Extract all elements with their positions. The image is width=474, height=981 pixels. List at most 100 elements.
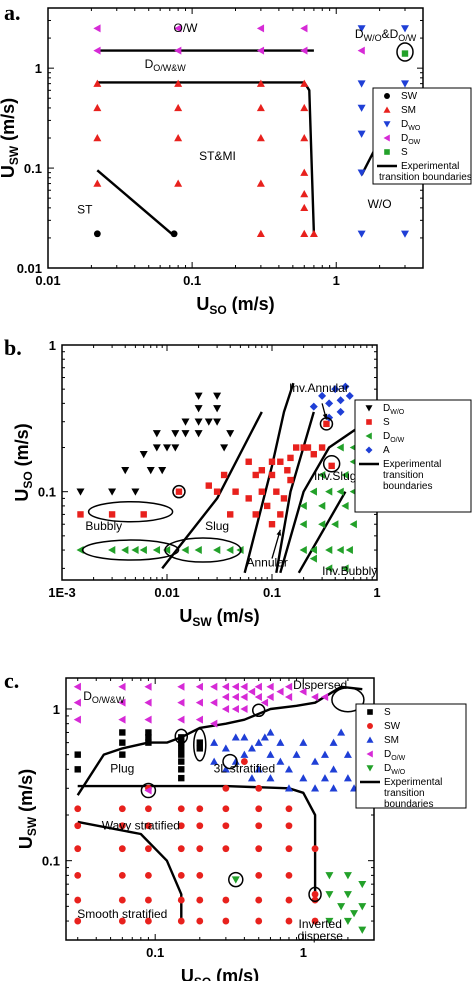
- data-point: [93, 134, 102, 142]
- data-point: [268, 471, 276, 479]
- legend-marker: [366, 750, 373, 758]
- data-point: [255, 896, 263, 904]
- data-point: [221, 704, 230, 713]
- data-point: [145, 917, 152, 925]
- data-point: [118, 917, 126, 925]
- data-point: [210, 698, 218, 707]
- region-label: 3L stratified: [214, 762, 276, 776]
- data-point: [108, 488, 117, 496]
- legend-marker: [384, 149, 390, 155]
- data-point: [73, 682, 81, 691]
- data-point: [74, 766, 81, 773]
- data-point: [284, 765, 293, 773]
- boundary-line: [76, 685, 363, 796]
- data-point: [341, 564, 349, 573]
- data-point: [256, 179, 265, 187]
- data-point: [400, 230, 409, 238]
- data-point: [178, 751, 185, 758]
- region-label: ST: [77, 203, 93, 217]
- data-point: [181, 430, 190, 438]
- boundary-line: [297, 491, 347, 574]
- data-point: [266, 750, 275, 758]
- region-label: Smooth stratified: [77, 907, 167, 921]
- legend-label: DWO: [401, 119, 421, 132]
- legend-label: SM: [401, 105, 416, 116]
- data-point: [139, 451, 148, 459]
- x-axis-title: USW (m/s): [179, 606, 259, 629]
- data-point: [255, 917, 263, 925]
- chart-panel-1: a. 0.01 0.1 1 0.01 0.1 1 USO (m/s) USW (m/s) O/W D…: [0, 0, 472, 317]
- plot-frame: [65, 677, 375, 941]
- data-point: [357, 130, 366, 138]
- data-point: [343, 774, 352, 782]
- data-point: [74, 917, 82, 925]
- data-point: [268, 521, 276, 528]
- data-point: [118, 682, 126, 691]
- data-point: [213, 392, 222, 400]
- data-point: [311, 757, 320, 765]
- series-dow: [93, 24, 365, 55]
- arrow-head: [322, 413, 328, 420]
- legend-box: [354, 399, 472, 513]
- data-point: [325, 546, 333, 555]
- data-point: [181, 418, 190, 426]
- legend-label: SW: [384, 721, 401, 732]
- data-point: [177, 896, 185, 904]
- region-label: DO/W&W: [83, 689, 125, 705]
- data-point: [231, 876, 240, 884]
- data-point: [254, 765, 263, 773]
- data-point: [357, 25, 366, 33]
- series-dow: [76, 443, 357, 573]
- legend-label: Experimental: [384, 777, 442, 788]
- data-point: [146, 467, 155, 475]
- data-point: [76, 488, 85, 496]
- data-point: [196, 871, 204, 879]
- x-tick-label: 0.01: [154, 585, 179, 600]
- data-point: [196, 845, 204, 853]
- highlight-ellipse: [331, 687, 365, 713]
- data-point: [118, 822, 126, 830]
- chart-panel-2: b. 1E-3 0.01 0.1 1 0.1 1 USW (m/s) USO (m/s) Bubb…: [4, 335, 472, 629]
- legend-label: S: [384, 707, 391, 718]
- data-point: [337, 728, 346, 736]
- legend-label: transition boundaries: [379, 172, 472, 183]
- data-point: [231, 692, 239, 701]
- data-point: [310, 451, 317, 458]
- data-point: [336, 546, 344, 555]
- data-point: [401, 50, 409, 57]
- data-point: [221, 692, 230, 701]
- data-point: [232, 488, 239, 495]
- region-label: W/O: [368, 197, 392, 211]
- data-point: [255, 871, 263, 879]
- data-point: [300, 444, 307, 451]
- y-tick-label: 0.01: [17, 261, 42, 276]
- data-point: [74, 896, 82, 904]
- data-point: [256, 79, 265, 87]
- highlight-ellipse: [308, 886, 322, 903]
- data-point: [139, 546, 147, 555]
- data-point: [145, 822, 152, 830]
- data-point: [318, 520, 326, 529]
- data-point: [300, 229, 309, 237]
- data-point: [74, 845, 82, 853]
- data-point: [341, 382, 350, 391]
- data-point: [345, 391, 354, 400]
- data-point: [221, 682, 230, 691]
- data-point: [222, 917, 230, 925]
- legend: S SW SM DO/WDW/OExperimentaltransitionbound…: [355, 703, 467, 810]
- data-point: [287, 454, 294, 462]
- data-point: [144, 715, 152, 724]
- data-point: [277, 511, 284, 518]
- x-tick-label: 0.01: [35, 273, 60, 288]
- data-point: [284, 784, 293, 792]
- data-point: [73, 715, 81, 724]
- data-point: [255, 805, 263, 813]
- data-point: [341, 501, 349, 510]
- data-point: [221, 744, 230, 752]
- y-tick-label: 1: [53, 702, 60, 717]
- data-point: [325, 564, 333, 573]
- legend-marker: [366, 736, 374, 743]
- data-point: [285, 845, 293, 853]
- data-point: [171, 444, 180, 452]
- data-point: [118, 698, 126, 707]
